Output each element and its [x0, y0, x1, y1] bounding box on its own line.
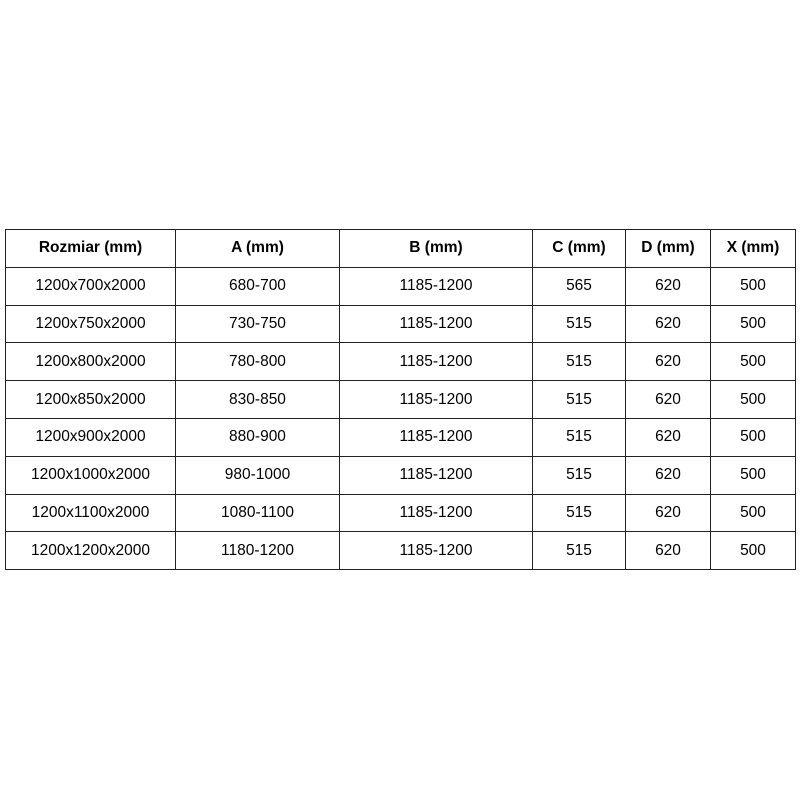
- table-cell: 620: [625, 380, 711, 419]
- table-cell: 500: [710, 531, 796, 571]
- table-cell: 500: [710, 493, 796, 533]
- table-cell: 515: [532, 455, 626, 495]
- table-cell: 1200x700x2000: [5, 266, 176, 306]
- table-cell: 500: [710, 304, 796, 344]
- table-cell: 1200x800x2000: [5, 342, 176, 382]
- table-row: 1200x1000x2000 980-1000 1185-1200 515 620 500: [5, 455, 796, 495]
- column-header: X (mm): [710, 229, 796, 268]
- table-cell: 515: [532, 304, 626, 344]
- table-cell: 620: [625, 304, 711, 344]
- table-cell: 620: [625, 342, 711, 382]
- table-cell: 1080-1100: [175, 493, 340, 533]
- table-cell: 1200x850x2000: [5, 380, 176, 419]
- table-cell: 1200x1000x2000: [5, 455, 176, 495]
- table-cell: 1185-1200: [339, 380, 533, 419]
- table-cell: 620: [625, 531, 711, 571]
- column-header: B (mm): [339, 229, 533, 268]
- table-cell: 515: [532, 342, 626, 382]
- dimensions-table: Rozmiar (mm) A (mm) B (mm) C (mm) D (mm) X (m…: [5, 229, 796, 571]
- table-row: 1200x900x2000 880-900 1185-1200 515 620 500: [5, 417, 796, 457]
- table-cell: 980-1000: [175, 455, 340, 495]
- table-cell: 500: [710, 417, 796, 457]
- table-cell: 500: [710, 380, 796, 419]
- table-row: 1200x700x2000 680-700 1185-1200 565 620 500: [5, 266, 796, 306]
- table-cell: 1185-1200: [339, 531, 533, 571]
- header-row: Rozmiar (mm) A (mm) B (mm) C (mm) D (mm) X (m…: [5, 229, 796, 268]
- table-cell: 1185-1200: [339, 417, 533, 457]
- table-cell: 515: [532, 531, 626, 571]
- table-cell: 620: [625, 493, 711, 533]
- table-cell: 730-750: [175, 304, 340, 344]
- column-header: Rozmiar (mm): [5, 229, 176, 268]
- table-row: 1200x850x2000 830-850 1185-1200 515 620 500: [5, 380, 796, 419]
- table-cell: 830-850: [175, 380, 340, 419]
- table-cell: 1200x1200x2000: [5, 531, 176, 571]
- table-cell: 680-700: [175, 266, 340, 306]
- table-cell: 515: [532, 380, 626, 419]
- table-cell: 515: [532, 417, 626, 457]
- table-cell: 500: [710, 342, 796, 382]
- table-row: 1200x1200x2000 1180-1200 1185-1200 515 620 50…: [5, 531, 796, 571]
- table-cell: 515: [532, 493, 626, 533]
- table-cell: 780-800: [175, 342, 340, 382]
- table-cell: 1185-1200: [339, 304, 533, 344]
- column-header: D (mm): [625, 229, 711, 268]
- table-cell: 1200x750x2000: [5, 304, 176, 344]
- table-cell: 1185-1200: [339, 342, 533, 382]
- table-row: 1200x800x2000 780-800 1185-1200 515 620 500: [5, 342, 796, 382]
- table-cell: 620: [625, 266, 711, 306]
- table-cell: 1200x900x2000: [5, 417, 176, 457]
- table-cell: 1180-1200: [175, 531, 340, 571]
- table-row: 1200x1100x2000 1080-1100 1185-1200 515 620 50…: [5, 493, 796, 533]
- column-header: A (mm): [175, 229, 340, 268]
- table-cell: 880-900: [175, 417, 340, 457]
- table-cell: 500: [710, 455, 796, 495]
- column-header: C (mm): [532, 229, 626, 268]
- table-cell: 1185-1200: [339, 266, 533, 306]
- table-cell: 620: [625, 417, 711, 457]
- table-cell: 1185-1200: [339, 493, 533, 533]
- table-cell: 1185-1200: [339, 455, 533, 495]
- table-cell: 500: [710, 266, 796, 306]
- table-cell: 1200x1100x2000: [5, 493, 176, 533]
- table-row: 1200x750x2000 730-750 1185-1200 515 620 500: [5, 304, 796, 344]
- table-cell: 565: [532, 266, 626, 306]
- table-cell: 620: [625, 455, 711, 495]
